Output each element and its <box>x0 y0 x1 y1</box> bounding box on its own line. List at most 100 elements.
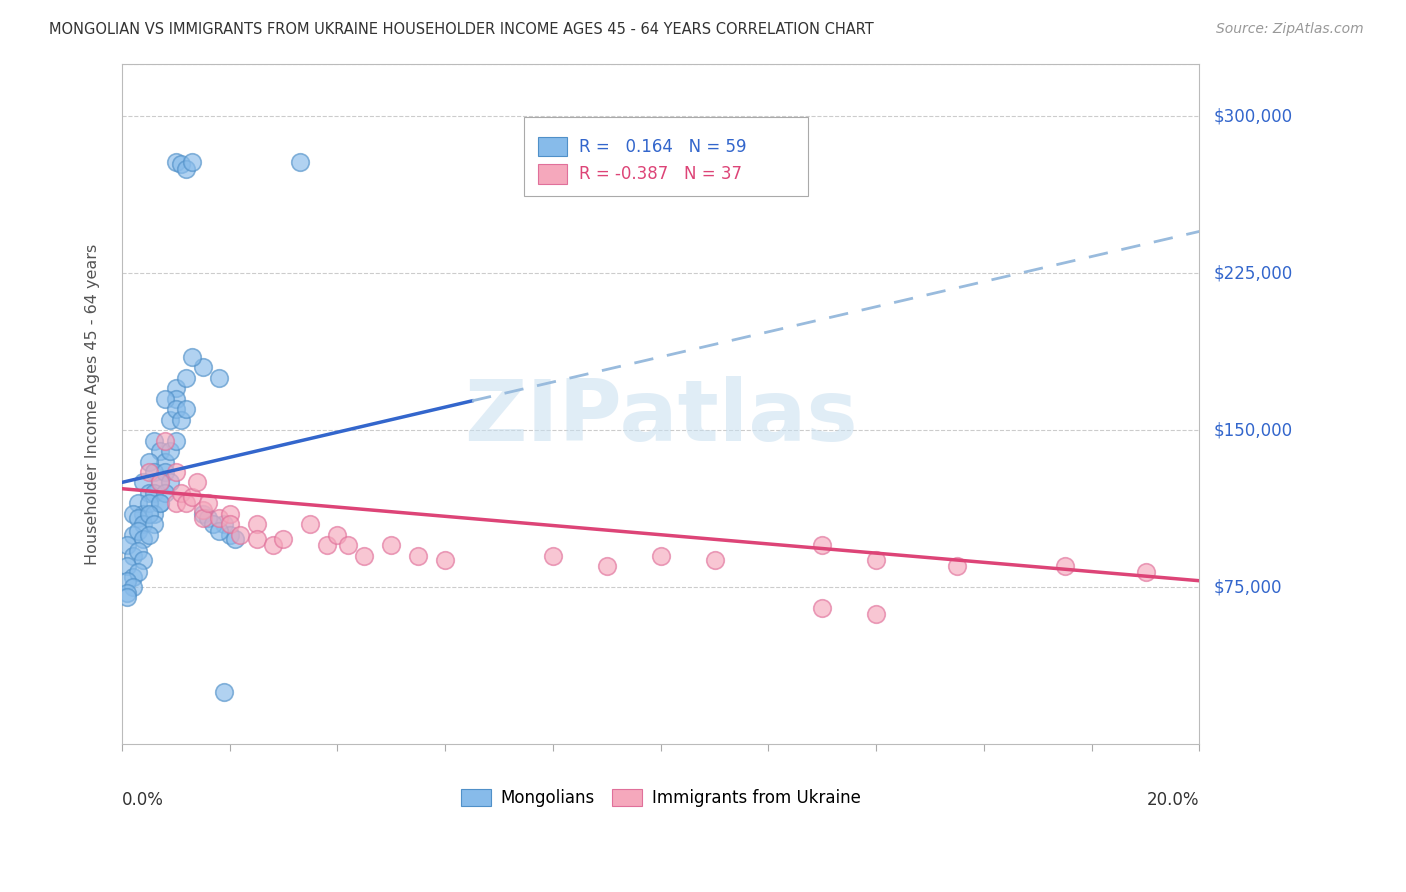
Point <box>153 434 176 448</box>
Text: $150,000: $150,000 <box>1213 421 1292 439</box>
Text: 20.0%: 20.0% <box>1147 791 1199 810</box>
Point <box>132 553 155 567</box>
Text: $300,000: $300,000 <box>1213 107 1292 126</box>
Point <box>138 454 160 468</box>
Point <box>650 549 672 563</box>
Point <box>121 580 143 594</box>
Point <box>176 496 198 510</box>
Point <box>434 553 457 567</box>
Point <box>245 517 267 532</box>
Point <box>191 507 214 521</box>
Point <box>326 527 349 541</box>
Point <box>229 527 252 541</box>
Point <box>208 371 231 385</box>
Point <box>811 601 834 615</box>
Point <box>180 490 202 504</box>
Point <box>337 538 360 552</box>
Text: ZIPatlas: ZIPatlas <box>464 376 858 459</box>
Point <box>596 559 619 574</box>
Point <box>143 507 166 521</box>
Point <box>176 371 198 385</box>
Point <box>138 527 160 541</box>
Point <box>180 155 202 169</box>
Point <box>208 524 231 538</box>
Point <box>165 155 187 169</box>
Text: R = -0.387   N = 37: R = -0.387 N = 37 <box>579 165 742 183</box>
Point <box>115 574 138 588</box>
Point <box>191 502 214 516</box>
Point <box>212 517 235 532</box>
Point <box>148 475 170 490</box>
Point <box>218 517 240 532</box>
Point <box>165 465 187 479</box>
Point <box>121 569 143 583</box>
Point <box>138 496 160 510</box>
Point <box>153 465 176 479</box>
Point <box>127 496 149 510</box>
Point <box>115 559 138 574</box>
Point <box>197 511 219 525</box>
Point <box>703 553 725 567</box>
Point <box>148 444 170 458</box>
Point <box>143 465 166 479</box>
Point <box>153 454 176 468</box>
Text: $225,000: $225,000 <box>1213 264 1292 282</box>
Point <box>115 586 138 600</box>
Point <box>132 507 155 521</box>
Point <box>1053 559 1076 574</box>
Point <box>380 538 402 552</box>
Point <box>165 392 187 406</box>
Point <box>1135 566 1157 580</box>
Point <box>143 434 166 448</box>
Point <box>262 538 284 552</box>
Point <box>865 553 887 567</box>
Text: 0.0%: 0.0% <box>122 791 163 810</box>
Point <box>148 496 170 510</box>
Point <box>165 381 187 395</box>
Point <box>288 155 311 169</box>
Text: R =   0.164   N = 59: R = 0.164 N = 59 <box>579 137 747 155</box>
Point <box>170 157 193 171</box>
Point <box>315 538 337 552</box>
Point <box>153 486 176 500</box>
Point <box>153 392 176 406</box>
Point <box>115 591 138 605</box>
Point <box>127 511 149 525</box>
Point <box>299 517 322 532</box>
Point <box>218 507 240 521</box>
Point <box>138 486 160 500</box>
Point <box>170 486 193 500</box>
Point <box>159 475 181 490</box>
Point <box>541 549 564 563</box>
Point <box>127 566 149 580</box>
Point <box>115 538 138 552</box>
Point <box>176 161 198 176</box>
Point <box>946 559 969 574</box>
Point <box>143 486 166 500</box>
Point <box>191 360 214 375</box>
Point <box>127 544 149 558</box>
Point <box>148 475 170 490</box>
Point <box>197 496 219 510</box>
Point <box>127 524 149 538</box>
Text: MONGOLIAN VS IMMIGRANTS FROM UKRAINE HOUSEHOLDER INCOME AGES 45 - 64 YEARS CORRE: MONGOLIAN VS IMMIGRANTS FROM UKRAINE HOU… <box>49 22 875 37</box>
Point <box>159 444 181 458</box>
Point <box>180 350 202 364</box>
Point <box>148 496 170 510</box>
Y-axis label: Householder Income Ages 45 - 64 years: Householder Income Ages 45 - 64 years <box>86 244 100 565</box>
Point <box>176 402 198 417</box>
Point <box>132 532 155 546</box>
Point <box>406 549 429 563</box>
Point <box>224 532 246 546</box>
Point <box>245 532 267 546</box>
Text: Source: ZipAtlas.com: Source: ZipAtlas.com <box>1216 22 1364 37</box>
Point <box>132 475 155 490</box>
Point <box>143 517 166 532</box>
Point <box>212 684 235 698</box>
Point <box>353 549 375 563</box>
Point <box>865 607 887 622</box>
Point <box>121 527 143 541</box>
Point <box>273 532 295 546</box>
Point <box>202 517 225 532</box>
Point <box>159 412 181 426</box>
